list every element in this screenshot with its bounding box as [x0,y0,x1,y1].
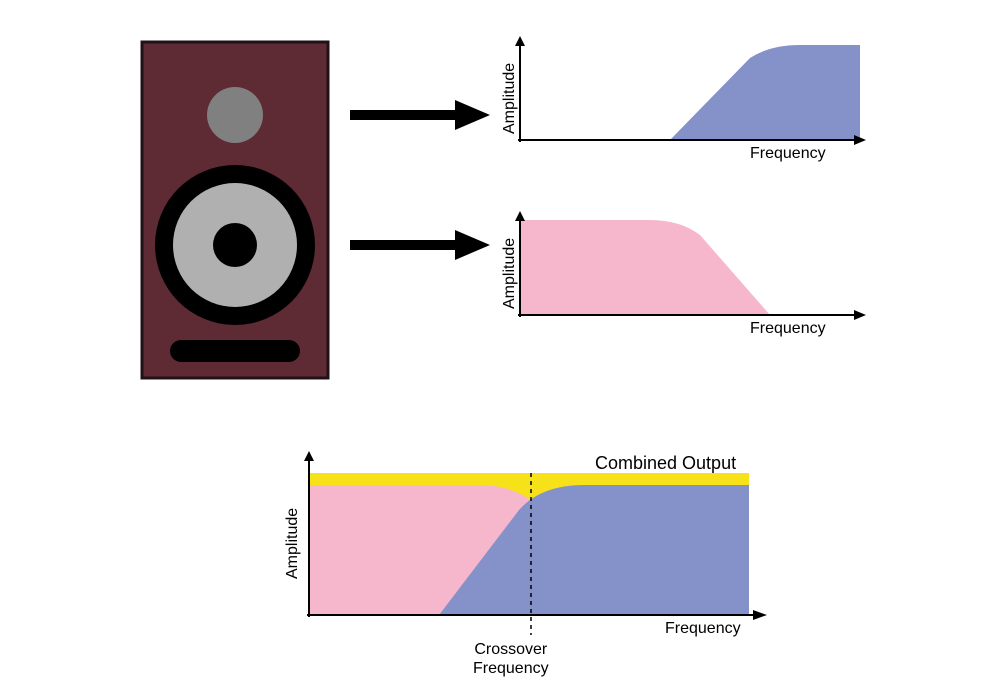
speaker-port [170,340,300,362]
crossover-freq-label: Crossover Frequency [473,640,549,678]
speaker-illustration [140,40,330,380]
combined-graph: Amplitude Frequency Combined Output Cros… [295,445,775,675]
combined-output-label: Combined Output [595,453,736,474]
lowpass-curve [520,220,770,315]
combined-xlabel: Frequency [665,620,741,638]
lowpass-ylabel: Amplitude [501,229,519,309]
arrow-to-highpass [350,95,490,135]
lowpass-xlabel: Frequency [750,320,826,338]
tweeter [207,87,263,143]
highpass-ylabel: Amplitude [501,54,519,134]
highpass-graph: Amplitude Frequency [510,30,870,175]
combined-ylabel: Amplitude [284,499,302,579]
lowpass-graph: Amplitude Frequency [510,205,870,350]
woofer-dustcap [213,223,257,267]
arrow-to-lowpass [350,225,490,265]
highpass-xlabel: Frequency [750,145,826,163]
highpass-curve [520,45,860,140]
